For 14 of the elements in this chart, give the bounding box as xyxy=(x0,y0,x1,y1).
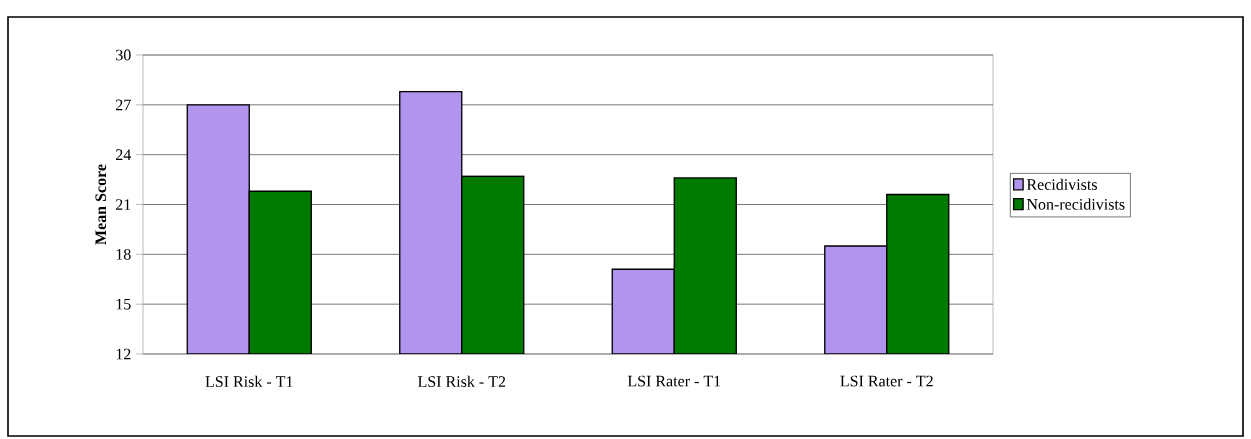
x-tick-label: LSI Risk - T2 xyxy=(418,375,506,387)
x-tick-label: LSI Risk - T1 xyxy=(205,375,293,387)
y-tick-label: 21 xyxy=(116,199,131,210)
y-tick-label: 18 xyxy=(116,248,131,260)
y-axis-title: Mean Score xyxy=(95,164,107,245)
y-tick-label: 15 xyxy=(116,298,131,310)
y-tick-label: 12 xyxy=(116,348,131,360)
x-tick-label: LSI Rater - T2 xyxy=(840,375,933,387)
y-tick-label: 27 xyxy=(116,99,131,111)
legend-label: Non-recidivists xyxy=(1026,198,1125,210)
y-tick-label: 24 xyxy=(116,149,132,160)
legend-label: Recidivists xyxy=(1026,178,1097,190)
x-tick-label: LSI Rater - T1 xyxy=(627,375,721,387)
y-tick-label: 30 xyxy=(116,49,131,61)
